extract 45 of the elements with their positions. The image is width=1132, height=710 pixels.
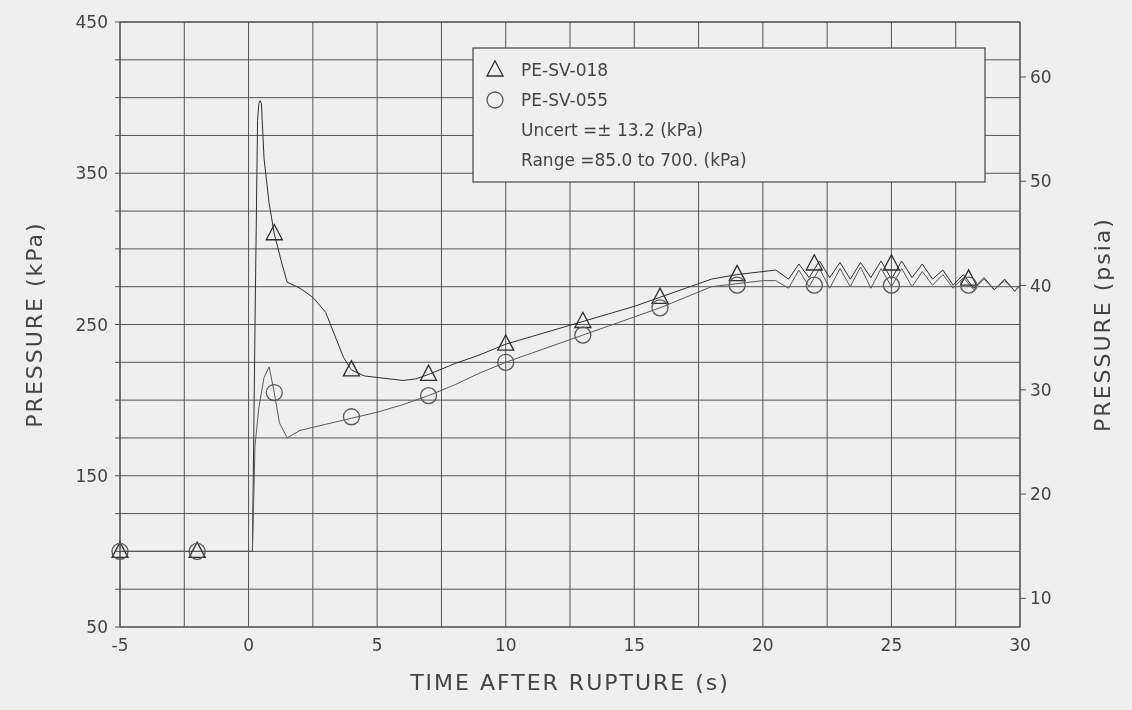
legend-label: PE-SV-018: [521, 60, 609, 80]
x-tick-label: 30: [1009, 635, 1031, 655]
point: [882, 254, 901, 271]
annotation: Range =85.0 to 700. (kPa): [521, 150, 747, 170]
point: [419, 386, 438, 405]
y-tick-label: 50: [86, 617, 108, 637]
point: [959, 276, 978, 294]
x-tick-label: 25: [880, 635, 903, 655]
legend-label: PE-SV-055: [521, 90, 609, 110]
y-axis-title: PRESSURE (kPa): [22, 221, 47, 428]
y-tick-label: 450: [75, 12, 108, 32]
point: [651, 299, 669, 317]
x-axis-title: TIME AFTER RUPTURE (s): [409, 670, 730, 695]
point: [882, 276, 901, 294]
x-tick-label: 10: [494, 635, 517, 655]
annotation: Uncert =± 13.2 (kPa): [521, 120, 704, 140]
point: [497, 334, 515, 351]
point: [728, 264, 746, 282]
x-tick-label: 0: [243, 635, 254, 655]
y2-tick-label: 10: [1030, 588, 1052, 609]
y2-tick-label: 20: [1030, 484, 1052, 505]
point: [574, 326, 592, 344]
y2-axis-title: PRESSURE (psia): [1090, 217, 1115, 432]
point: [805, 254, 823, 271]
x-tick-label: -5: [111, 635, 129, 655]
x-tick-label: 20: [752, 635, 774, 655]
y-tick-label: 250: [75, 314, 108, 335]
point: [651, 287, 669, 304]
point: [265, 383, 283, 402]
point: [728, 276, 746, 294]
y-tick-label: 350: [75, 163, 108, 184]
x-tick-label: 5: [371, 635, 383, 655]
point: [497, 353, 515, 371]
x-tick-label: 15: [623, 635, 646, 655]
point: [342, 360, 361, 377]
y-tick-label: 150: [75, 465, 108, 486]
y2-tick-label: 30: [1030, 379, 1052, 400]
point: [265, 223, 283, 241]
point: [342, 408, 361, 426]
y2-tick-label: 50: [1030, 171, 1052, 192]
point: [805, 276, 823, 294]
point: [959, 269, 978, 286]
y2-tick-label: 40: [1030, 275, 1052, 296]
point: [419, 364, 438, 382]
y2-tick-label: 60: [1030, 66, 1052, 87]
